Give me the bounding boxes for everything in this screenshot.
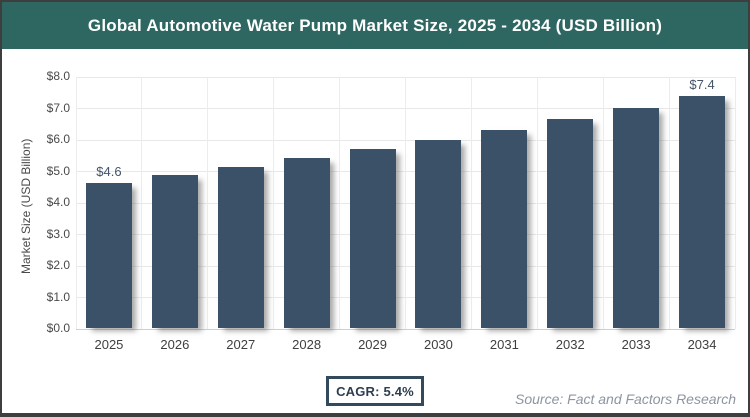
x-tick-label: 2029 bbox=[358, 337, 387, 352]
y-tick-label: $6.0 bbox=[46, 132, 70, 146]
bar-value-label: $4.6 bbox=[96, 164, 122, 180]
cagr-badge: CAGR: 5.4% bbox=[326, 376, 424, 406]
bar-2030 bbox=[415, 139, 462, 328]
x-tick-label: 2032 bbox=[555, 337, 585, 352]
x-axis-line bbox=[76, 328, 735, 330]
plot-area: $0.0 $1.0 $2.0 $3.0 $4.0 $5.0 $6.0 $7.0 $8.0 2025… bbox=[47, 69, 736, 352]
v-gridline bbox=[470, 77, 472, 329]
x-tick-label: 2034 bbox=[687, 337, 717, 352]
chart-header: Global Automotive Water Pump Market Size… bbox=[2, 2, 748, 49]
x-tick-label: 2033 bbox=[621, 337, 651, 352]
v-gridline bbox=[141, 77, 143, 329]
v-gridline bbox=[734, 77, 736, 329]
v-gridline bbox=[273, 77, 275, 329]
v-gridline bbox=[405, 77, 406, 329]
cagr-label: CAGR: 5.4% bbox=[336, 383, 414, 399]
bar-2028 bbox=[283, 158, 330, 328]
bar-2032 bbox=[547, 118, 594, 328]
bar-2033 bbox=[613, 107, 660, 328]
bar-2034 bbox=[679, 95, 726, 328]
y-tick-label: $3.0 bbox=[46, 226, 70, 241]
bar-value-label: $7.4 bbox=[689, 76, 715, 92]
v-gridline bbox=[75, 77, 77, 329]
bar-2031 bbox=[481, 129, 528, 328]
bar-2026 bbox=[151, 175, 198, 328]
bar-2027 bbox=[217, 167, 264, 328]
bar-2025 bbox=[85, 183, 132, 328]
v-gridline bbox=[339, 77, 341, 329]
v-gridline bbox=[602, 77, 604, 329]
y-tick-label: $4.0 bbox=[46, 195, 70, 209]
x-tick-label: 2030 bbox=[423, 337, 453, 352]
y-tick-label: $0.0 bbox=[46, 321, 70, 335]
x-tick-label: 2025 bbox=[94, 337, 124, 352]
y-tick-label: $1.0 bbox=[46, 289, 70, 304]
y-tick-label: $2.0 bbox=[46, 258, 70, 272]
chart-title: Global Automotive Water Pump Market Size… bbox=[87, 15, 663, 35]
v-gridline bbox=[536, 77, 538, 329]
x-tick-label: 2027 bbox=[226, 337, 256, 352]
v-gridline bbox=[207, 77, 209, 329]
x-tick-label: 2031 bbox=[489, 337, 519, 352]
source-attribution: Source: Fact and Factors Research bbox=[515, 391, 736, 407]
x-tick-label: 2026 bbox=[160, 337, 190, 352]
bar-2029 bbox=[349, 149, 396, 328]
x-tick-label: 2028 bbox=[292, 337, 322, 352]
y-tick-label: $5.0 bbox=[46, 163, 70, 178]
v-gridline bbox=[668, 77, 670, 329]
y-tick-label: $7.0 bbox=[46, 100, 70, 115]
y-tick-label: $8.0 bbox=[46, 69, 70, 83]
